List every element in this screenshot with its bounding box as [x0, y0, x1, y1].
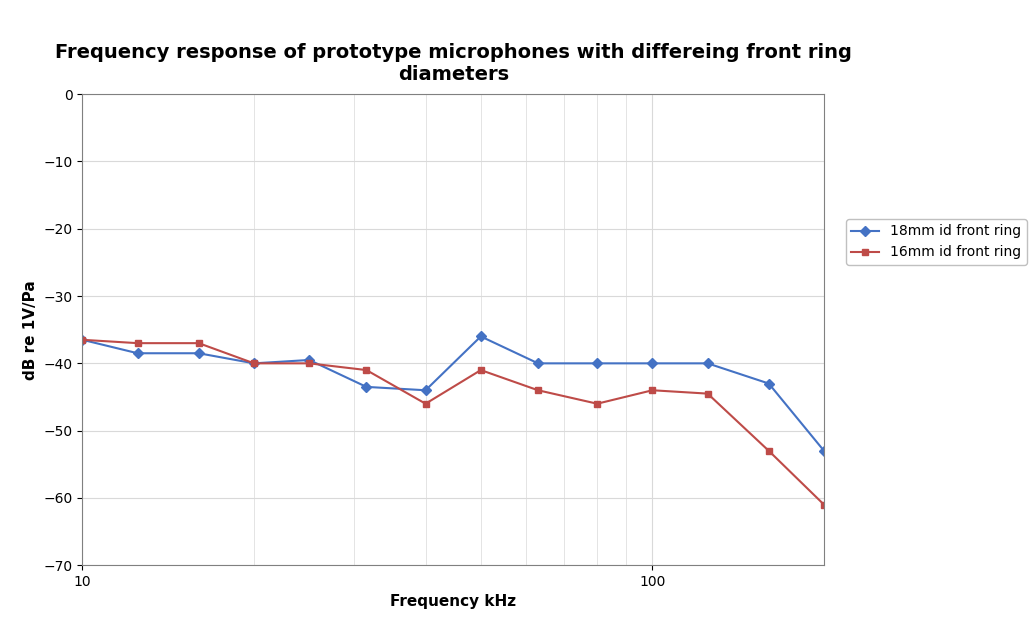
18mm id front ring: [475, 333, 487, 340]
18mm id front ring: [248, 360, 261, 367]
18mm id front ring: [646, 360, 658, 367]
16mm id front ring: [701, 390, 714, 398]
16mm id front ring: [193, 339, 205, 347]
Line: 18mm id front ring: 18mm id front ring: [79, 333, 827, 454]
Legend: 18mm id front ring, 16mm id front ring: 18mm id front ring, 16mm id front ring: [846, 219, 1027, 265]
16mm id front ring: [531, 386, 544, 394]
Y-axis label: dB re 1V/Pa: dB re 1V/Pa: [23, 280, 38, 379]
18mm id front ring: [419, 386, 432, 394]
18mm id front ring: [531, 360, 544, 367]
Line: 16mm id front ring: 16mm id front ring: [79, 337, 827, 508]
Title: Frequency response of prototype microphones with differeing front ring
diameters: Frequency response of prototype micropho…: [55, 43, 852, 84]
18mm id front ring: [193, 349, 205, 357]
16mm id front ring: [818, 501, 830, 509]
X-axis label: Frequency kHz: Frequency kHz: [390, 595, 516, 610]
18mm id front ring: [701, 360, 714, 367]
18mm id front ring: [762, 380, 775, 387]
16mm id front ring: [419, 400, 432, 408]
18mm id front ring: [132, 349, 144, 357]
16mm id front ring: [475, 366, 487, 374]
16mm id front ring: [303, 360, 315, 367]
18mm id front ring: [818, 447, 830, 455]
16mm id front ring: [646, 386, 658, 394]
16mm id front ring: [248, 360, 261, 367]
18mm id front ring: [591, 360, 604, 367]
16mm id front ring: [360, 366, 373, 374]
16mm id front ring: [132, 339, 144, 347]
16mm id front ring: [76, 336, 89, 344]
16mm id front ring: [762, 447, 775, 455]
18mm id front ring: [76, 336, 89, 344]
18mm id front ring: [360, 383, 373, 391]
18mm id front ring: [303, 356, 315, 364]
16mm id front ring: [591, 400, 604, 408]
